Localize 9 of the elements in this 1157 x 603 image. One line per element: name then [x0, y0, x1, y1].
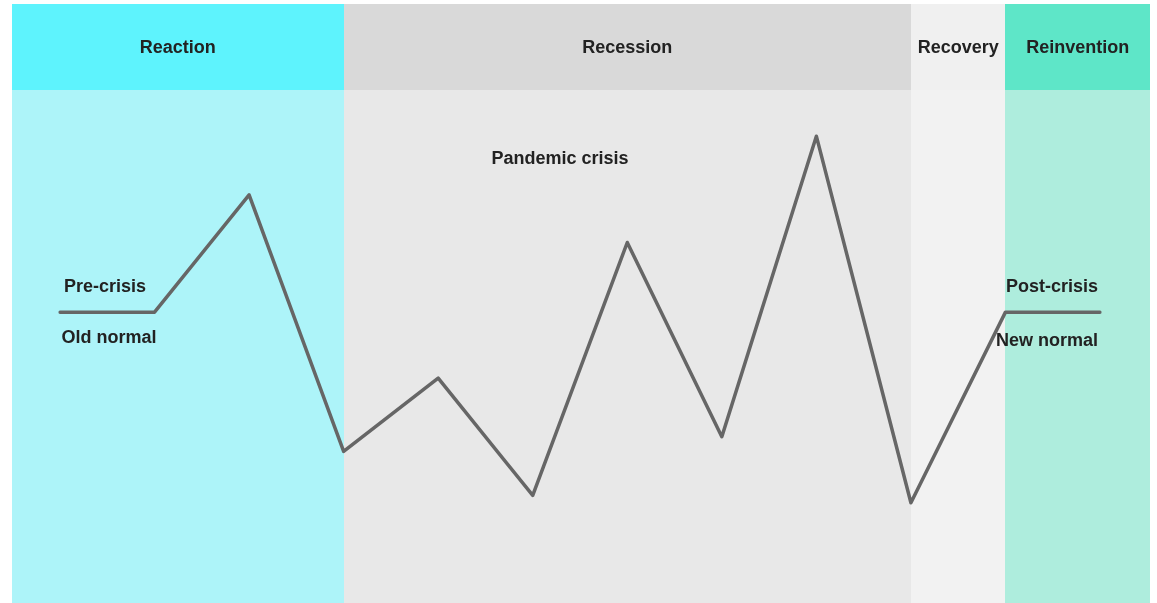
text: Recession: [582, 36, 673, 58]
annotation: Pre-crisis: [63, 275, 147, 297]
annotation: Post-crisis: [1005, 275, 1098, 297]
text: Reaction: [139, 36, 216, 58]
text: Recovery: [917, 36, 999, 58]
annotation: Old normal: [61, 326, 157, 348]
annotation: Pandemic crisis: [491, 147, 629, 169]
annotation: New normal: [995, 329, 1098, 351]
text: Reinvention: [1026, 36, 1130, 58]
